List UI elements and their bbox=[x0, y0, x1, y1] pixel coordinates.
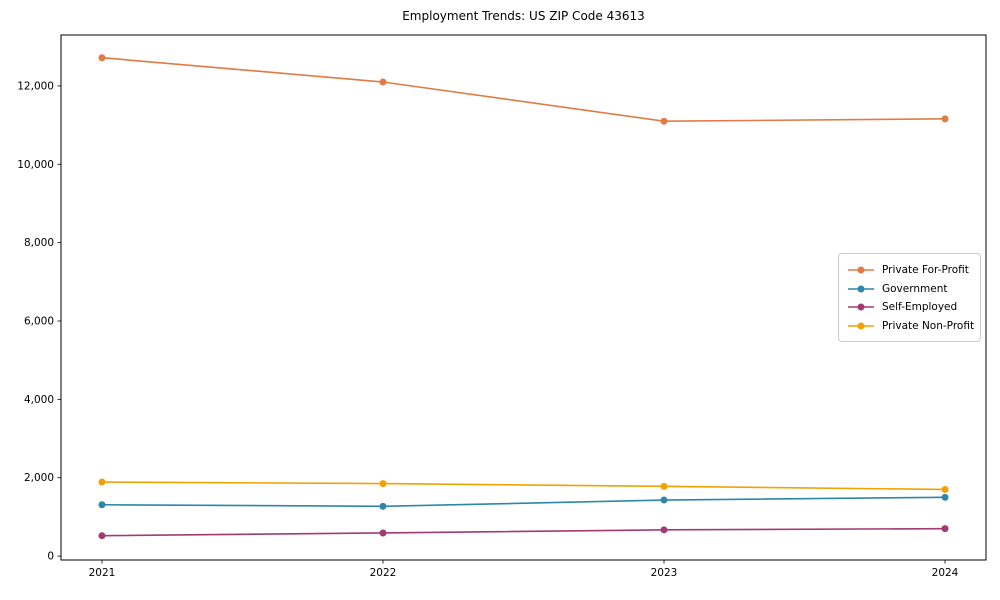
data-point-marker bbox=[379, 502, 387, 510]
data-point-marker bbox=[941, 115, 949, 123]
chart-title: Employment Trends: US ZIP Code 43613 bbox=[402, 9, 645, 23]
legend-item: Self-Employed bbox=[847, 298, 972, 316]
legend-line-marker-icon bbox=[848, 303, 874, 311]
legend-line-marker-icon bbox=[848, 285, 874, 293]
x-axis-tick-label: 2022 bbox=[370, 567, 397, 579]
series-line-government bbox=[101, 496, 946, 508]
y-axis-tick-label: 8,000 bbox=[24, 237, 54, 249]
data-point-marker bbox=[941, 493, 949, 501]
data-point-marker bbox=[98, 478, 106, 486]
y-axis-tick-label: 0 bbox=[47, 551, 54, 563]
series-line-private-for-profit bbox=[101, 56, 946, 122]
data-point-marker bbox=[660, 526, 668, 534]
data-point-marker bbox=[379, 529, 387, 537]
data-point-marker bbox=[941, 485, 949, 493]
data-point-marker bbox=[98, 532, 106, 540]
legend-line-marker-icon bbox=[848, 266, 874, 274]
data-point-marker bbox=[98, 501, 106, 509]
data-point-marker bbox=[379, 78, 387, 86]
data-point-marker bbox=[941, 525, 949, 533]
y-axis-tick-label: 2,000 bbox=[24, 472, 54, 484]
legend-label: Self-Employed bbox=[882, 301, 958, 314]
data-point-marker bbox=[660, 482, 668, 490]
y-axis-tick-label: 4,000 bbox=[24, 394, 54, 406]
legend-label: Private For-Profit bbox=[882, 264, 969, 276]
data-point-marker bbox=[98, 54, 106, 62]
data-point-marker bbox=[660, 496, 668, 504]
y-axis-tick-label: 6,000 bbox=[24, 316, 54, 328]
legend-label: Government bbox=[882, 282, 948, 295]
data-point-marker bbox=[379, 480, 387, 488]
plot-border bbox=[60, 34, 987, 561]
legend-line-marker-icon bbox=[848, 322, 874, 330]
series-line-self-employed bbox=[101, 527, 946, 537]
x-axis-tick-label: 2021 bbox=[89, 567, 116, 579]
legend-item: Government bbox=[847, 280, 972, 298]
y-axis-tick-label: 10,000 bbox=[17, 159, 54, 171]
legend-item: Private For-Profit bbox=[847, 261, 972, 279]
x-axis-tick-label: 2023 bbox=[651, 567, 678, 579]
legend-item: Private Non-Profit bbox=[847, 317, 975, 335]
y-axis-tick-label: 12,000 bbox=[17, 80, 54, 92]
x-axis-tick-label: 2024 bbox=[932, 567, 959, 579]
data-point-marker bbox=[660, 117, 668, 125]
legend: Private For-Profit Government Self-Employe… bbox=[838, 253, 981, 342]
series-line-private-non-profit bbox=[101, 481, 946, 491]
legend-label: Private Non-Profit bbox=[882, 319, 975, 332]
